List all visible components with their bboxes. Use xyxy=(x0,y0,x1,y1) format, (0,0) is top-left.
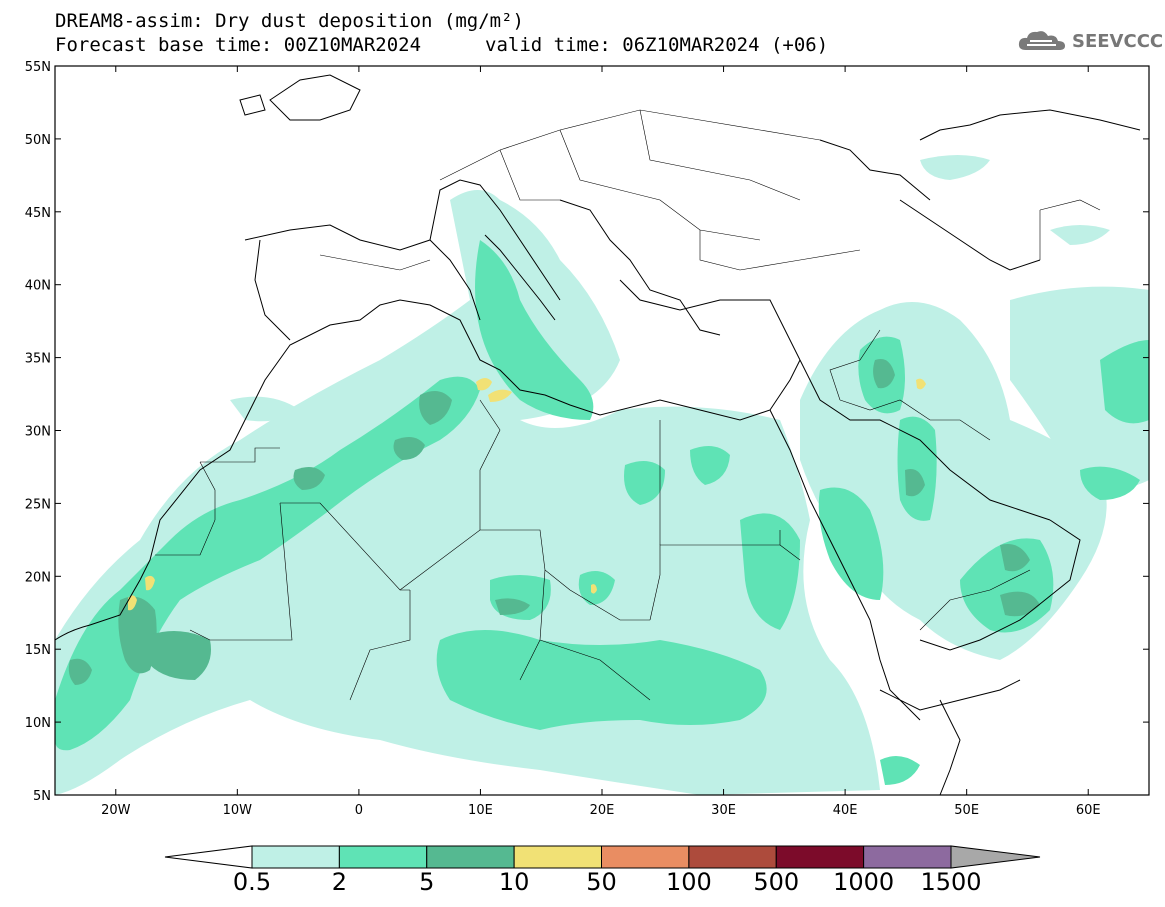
chart-title: DREAM8-assim: Dry dust deposition (mg/m²… xyxy=(55,10,524,32)
colorbar-bin xyxy=(338,845,428,869)
axis-ticks: 20W 10W 0 10E 20E 30E 40E 50E 60E 5N 10N 15N 20N 25N 3… xyxy=(25,60,1149,818)
colorbar-bin xyxy=(601,845,690,869)
colorbar-label: 1500 xyxy=(920,868,982,896)
colorbar-bins xyxy=(251,845,952,869)
lon-tick-label: 10E xyxy=(468,803,493,818)
lat-tick-label: 40N xyxy=(25,279,51,294)
lat-tick-label: 15N xyxy=(25,643,51,658)
colorbar-label: 5 xyxy=(419,868,435,896)
valid-time: valid time: 06Z10MAR2024 (+06) xyxy=(485,34,829,56)
colorbar-label: 0.5 xyxy=(232,868,272,896)
colorbar-bin xyxy=(513,845,602,869)
lon-tick-label: 40E xyxy=(833,803,858,818)
lat-tick-label: 45N xyxy=(25,206,51,221)
lon-tick-label: 10W xyxy=(223,803,253,818)
lon-tick-label: 60E xyxy=(1076,803,1101,818)
lat-tick-label: 25N xyxy=(25,497,51,512)
dust-level-5 xyxy=(68,359,1040,685)
colorbar-bin xyxy=(775,845,865,869)
dust-field xyxy=(55,155,1149,795)
cloud-icon xyxy=(1018,31,1065,50)
lon-tick-label: 50E xyxy=(954,803,979,818)
lon-tick-label: 20E xyxy=(590,803,615,818)
country-borders xyxy=(155,109,1101,701)
colorbar-label: 10 xyxy=(498,868,530,896)
colorbar-under-arrow xyxy=(164,845,253,869)
lon-tick-label: 0 xyxy=(355,803,363,818)
colorbar-label: 2 xyxy=(331,868,348,896)
coastlines xyxy=(55,74,1141,795)
lat-tick-label: 35N xyxy=(25,352,51,367)
colorbar-label: 50 xyxy=(586,868,617,896)
lon-tick-label: 30E xyxy=(711,803,736,818)
colorbar-bin xyxy=(688,845,777,869)
lon-tick-label: 20W xyxy=(101,803,131,818)
colorbar-label: 500 xyxy=(753,868,800,896)
lat-tick-label: 20N xyxy=(25,570,51,585)
colorbar-label: 100 xyxy=(665,868,712,896)
logo-text: SEEVCCC xyxy=(1072,30,1164,52)
colorbar-bin xyxy=(863,845,952,869)
forecast-base-time: Forecast base time: 00Z10MAR2024 xyxy=(55,34,422,56)
lat-tick-label: 5N xyxy=(33,789,51,804)
colorbar-bin xyxy=(426,845,515,869)
lat-tick-label: 55N xyxy=(25,60,51,75)
lat-tick-label: 10N xyxy=(25,716,51,731)
seevccc-logo: SEEVCCC xyxy=(1016,28,1163,54)
colorbar-label: 1000 xyxy=(833,868,895,896)
dust-level-10 xyxy=(128,378,926,611)
colorbar-over-arrow xyxy=(950,845,1041,869)
lat-tick-label: 30N xyxy=(25,425,51,440)
colorbar-bin xyxy=(251,845,340,869)
lat-tick-label: 50N xyxy=(25,133,51,148)
